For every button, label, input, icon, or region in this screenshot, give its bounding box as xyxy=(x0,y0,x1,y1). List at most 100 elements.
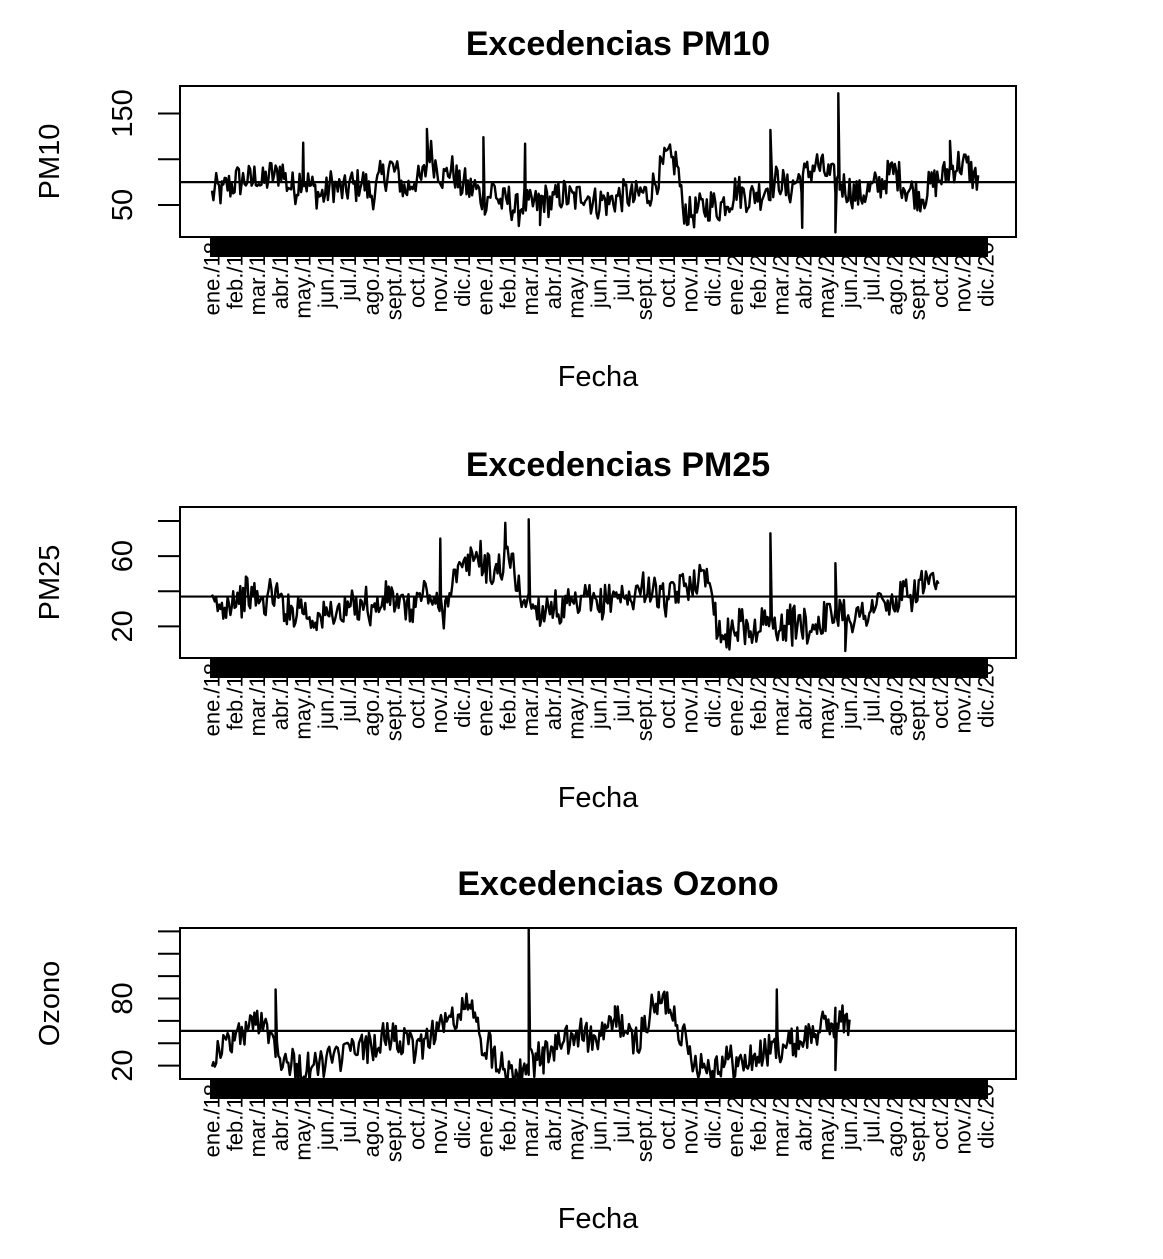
x-tick-label: oct./20 xyxy=(928,663,953,729)
x-tick-label: sept./20 xyxy=(905,663,930,741)
x-tick-label: may./20 xyxy=(814,1084,839,1161)
x-axis-tick-band xyxy=(210,658,988,678)
y-axis-label: PM25 xyxy=(34,545,66,621)
x-tick-label: sept./20 xyxy=(905,242,930,320)
x-tick-label: feb./18 xyxy=(222,663,247,730)
chart-panel-2: Excedencias PM25PM252060ene./18feb./18ma… xyxy=(34,446,1017,814)
x-tick-label: oct./19 xyxy=(655,663,680,729)
x-tick-label: dic./20 xyxy=(974,1084,999,1149)
x-tick-label: ago./18 xyxy=(359,663,384,736)
x-axis-label: Fecha xyxy=(558,782,639,814)
x-tick-label: dic./18 xyxy=(450,242,475,307)
x-tick-label: dic./18 xyxy=(450,1084,475,1149)
x-axis-label: Fecha xyxy=(558,1203,639,1235)
x-tick-label: mar./18 xyxy=(245,242,270,315)
x-tick-label: jun./20 xyxy=(837,242,862,309)
x-tick-label: feb./19 xyxy=(495,1084,520,1151)
x-tick-label: jul./19 xyxy=(609,663,634,723)
x-tick-label: jul./19 xyxy=(609,1084,634,1144)
x-tick-label: ago./18 xyxy=(359,1084,384,1157)
x-tick-label: mar./19 xyxy=(518,1084,543,1157)
x-tick-label: jul./18 xyxy=(336,663,361,723)
x-tick-label: mar./19 xyxy=(518,242,543,315)
x-tick-label: sept./20 xyxy=(905,1084,930,1162)
x-tick-label: nov./20 xyxy=(951,663,976,734)
x-tick-label: jul./18 xyxy=(336,242,361,302)
x-tick-label: jul./20 xyxy=(860,1084,885,1144)
x-tick-label: sept./18 xyxy=(382,242,407,320)
x-tick-label: jul./18 xyxy=(336,1084,361,1144)
x-tick-label: may./18 xyxy=(291,663,316,740)
x-tick-label: oct./20 xyxy=(928,242,953,308)
y-tick-label: 80 xyxy=(107,982,139,1014)
x-tick-label: may./18 xyxy=(291,242,316,319)
x-tick-label: abr./19 xyxy=(541,1084,566,1151)
x-tick-label: feb./20 xyxy=(746,663,771,730)
data-series-line xyxy=(210,518,940,653)
x-tick-label: abr./20 xyxy=(791,663,816,730)
x-tick-label: dic./19 xyxy=(700,242,725,307)
x-tick-label: abr./20 xyxy=(791,242,816,309)
x-tick-label: jun./19 xyxy=(587,1084,612,1151)
x-tick-label: sept./19 xyxy=(632,663,657,741)
x-tick-label: abr./20 xyxy=(791,1084,816,1151)
x-tick-label: oct./18 xyxy=(404,663,429,729)
x-tick-label: ene./20 xyxy=(723,242,748,315)
x-tick-label: feb./19 xyxy=(495,242,520,309)
x-tick-label: dic./18 xyxy=(450,663,475,728)
x-tick-label: oct./18 xyxy=(404,242,429,308)
y-tick-label: 150 xyxy=(107,89,139,137)
x-tick-label: mar./20 xyxy=(769,242,794,315)
x-tick-label: ene./20 xyxy=(723,663,748,736)
x-tick-label: ago./18 xyxy=(359,242,384,315)
x-tick-label: jun./18 xyxy=(313,663,338,730)
x-axis-label: Fecha xyxy=(558,361,639,393)
y-tick-label: 50 xyxy=(107,189,139,221)
x-axis-tick-band xyxy=(210,1079,988,1099)
x-tick-label: abr./19 xyxy=(541,663,566,730)
x-tick-label: ene./18 xyxy=(200,242,225,315)
x-tick-label: jul./20 xyxy=(860,663,885,723)
x-tick-label: nov./20 xyxy=(951,1084,976,1155)
x-tick-label: dic./19 xyxy=(700,1084,725,1149)
x-tick-label: jun./19 xyxy=(587,663,612,730)
x-tick-label: abr./18 xyxy=(268,663,293,730)
x-tick-label: feb./18 xyxy=(222,242,247,309)
x-tick-label: jun./20 xyxy=(837,1084,862,1151)
x-tick-label: nov./18 xyxy=(427,663,452,734)
x-tick-label: may./20 xyxy=(814,663,839,740)
chart-panel-1: Excedencias PM10PM1050150ene./18feb./18m… xyxy=(34,25,1017,393)
x-tick-label: abr./18 xyxy=(268,242,293,309)
x-tick-label: jul./19 xyxy=(609,242,634,302)
x-tick-label: ene./18 xyxy=(200,1084,225,1157)
x-tick-label: nov./19 xyxy=(678,663,703,734)
x-tick-label: feb./18 xyxy=(222,1084,247,1151)
plot-frame xyxy=(179,506,1017,659)
x-tick-label: mar./20 xyxy=(769,663,794,736)
x-tick-label: may./20 xyxy=(814,242,839,319)
plot-frame xyxy=(179,927,1017,1080)
x-tick-label: oct./19 xyxy=(655,242,680,308)
x-tick-label: feb./20 xyxy=(746,1084,771,1151)
x-tick-label: ene./19 xyxy=(473,663,498,736)
chart-title: Excedencias Ozono xyxy=(457,865,778,903)
x-tick-label: ago./20 xyxy=(882,663,907,736)
x-tick-label: nov./19 xyxy=(678,1084,703,1155)
x-tick-label: abr./18 xyxy=(268,1084,293,1151)
x-tick-label: jun./18 xyxy=(313,1084,338,1151)
x-tick-label: ene./19 xyxy=(473,242,498,315)
x-tick-label: nov./20 xyxy=(951,242,976,313)
y-tick-label: 60 xyxy=(107,540,139,572)
x-tick-label: ene./18 xyxy=(200,663,225,736)
x-tick-label: dic./20 xyxy=(974,242,999,307)
x-tick-label: dic./20 xyxy=(974,663,999,728)
x-tick-label: jun./18 xyxy=(313,242,338,309)
x-tick-label: ene./19 xyxy=(473,1084,498,1157)
x-axis-tick-band xyxy=(210,237,988,257)
data-series-line xyxy=(210,92,980,234)
x-tick-label: oct./18 xyxy=(404,1084,429,1150)
x-tick-label: oct./19 xyxy=(655,1084,680,1150)
x-tick-label: oct./20 xyxy=(928,1084,953,1150)
data-series-line xyxy=(210,928,851,1079)
y-axis-label: Ozono xyxy=(34,961,66,1046)
